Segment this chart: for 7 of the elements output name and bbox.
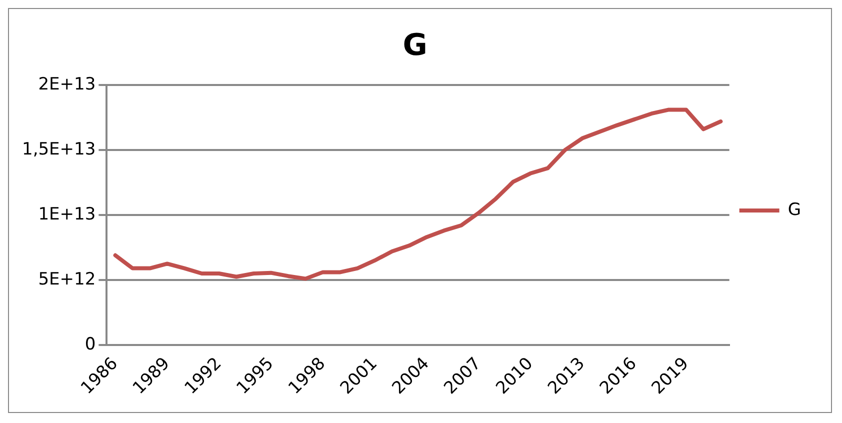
y-tick-label: 0 bbox=[84, 334, 96, 354]
legend-label: G bbox=[788, 200, 802, 220]
y-tick-label: 5E+12 bbox=[38, 269, 96, 290]
y-tick-label: 2E+13 bbox=[38, 74, 96, 94]
chart-title: G bbox=[402, 28, 428, 63]
y-tick-label: 1E+13 bbox=[38, 204, 96, 224]
y-tick-label: 1,5E+13 bbox=[22, 139, 96, 160]
